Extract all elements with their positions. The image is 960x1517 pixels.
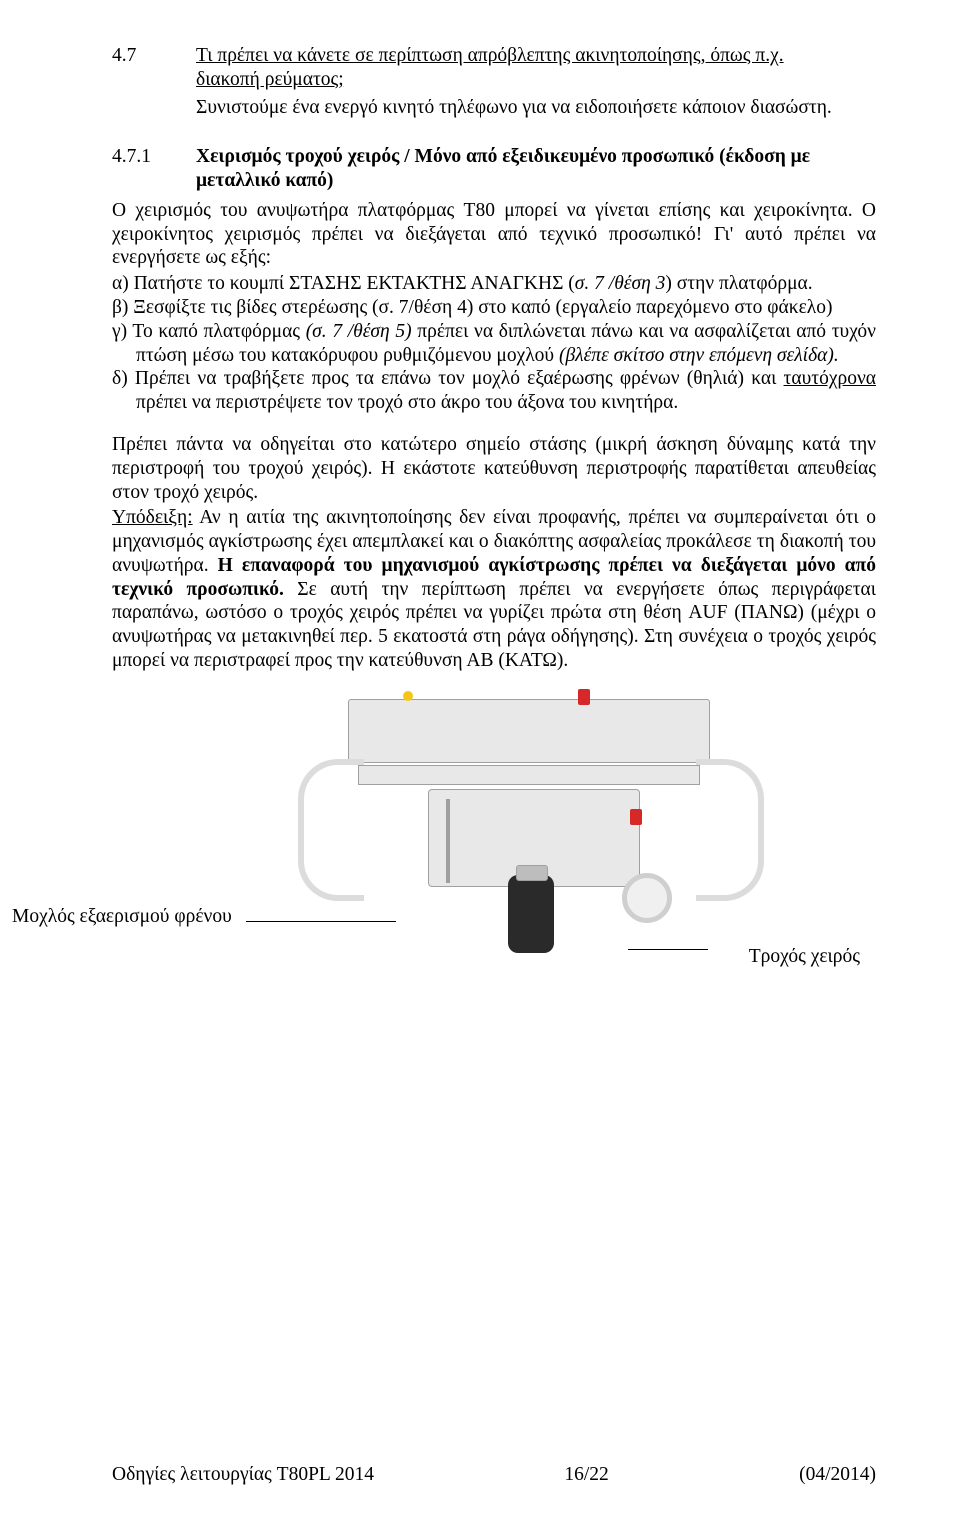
proc-item-a: α) Πατήστε το κουμπί ΣΤΑΣΗΣ ΕΚΤΑΚΤΗΣ ΑΝΑ… <box>112 272 876 296</box>
proc-a-pre: α) Πατήστε το κουμπί ΣΤΑΣΗΣ ΕΚΤΑΚΤΗΣ ΑΝΑ… <box>112 273 575 294</box>
illus-mid-bar <box>358 765 700 785</box>
illus-cylinder-cap <box>516 865 548 881</box>
proc-item-b: β) Ξεσφίξτε τις βίδες στερέωσης (σ. 7/θέ… <box>112 296 876 320</box>
subsection-header-row: 4.7.1 Χειρισμός τροχού χειρός / Μόνο από… <box>112 145 876 193</box>
section-title-line2: διακοπή ρεύματος; <box>196 68 832 92</box>
illus-top-panel <box>348 699 710 763</box>
footer-center: 16/22 <box>564 1463 608 1487</box>
section-title-line1: Τι πρέπει να κάνετε σε περίπτωση απρόβλε… <box>196 44 832 68</box>
illus-knob-red-1 <box>578 689 590 705</box>
section-header-row: 4.7 Τι πρέπει να κάνετε σε περίπτωση απρ… <box>112 44 876 119</box>
illus-knob-red-2 <box>630 809 642 825</box>
subsection: 4.7.1 Χειρισμός τροχού χειρός / Μόνο από… <box>112 145 876 988</box>
figure-label-right: Τροχός χειρός <box>749 945 860 969</box>
procedure-list: α) Πατήστε το κουμπί ΣΤΑΣΗΣ ΕΚΤΑΚΤΗΣ ΑΝΑ… <box>112 272 876 415</box>
figure-label-left: Μοχλός εξαερισμού φρένου <box>12 905 232 929</box>
proc-a-ref: σ. 7 /θέση 3 <box>575 273 666 294</box>
proc-g-ref: (σ. 7 /θέση 5) <box>306 321 412 342</box>
footer-left: Οδηγίες λειτουργίας T80PL 2014 <box>112 1463 374 1487</box>
figure-area: Μοχλός εξαερισμού φρένου <box>112 689 876 989</box>
proc-g-ref2: (βλέπε σκίτσο στην επόμενη σελίδα). <box>559 345 839 366</box>
section-title-block: Τι πρέπει να κάνετε σε περίπτωση απρόβλε… <box>196 44 832 119</box>
body-paragraph-2: Πρέπει πάντα να οδηγείται στο κατώτερο σ… <box>112 433 876 504</box>
page-footer: Οδηγίες λειτουργίας T80PL 2014 16/22 (04… <box>112 1463 876 1487</box>
proc-d-underline: ταυτόχρονα <box>784 368 876 389</box>
leader-line-right <box>628 949 708 950</box>
document-page: 4.7 Τι πρέπει να κάνετε σε περίπτωση απρ… <box>0 0 960 1517</box>
leader-line-left <box>246 921 396 922</box>
proc-item-g: γ) Το καπό πλατφόρμας (σ. 7 /θέση 5) πρέ… <box>112 320 876 368</box>
proc-item-d: δ) Πρέπει να τραβήξετε προς τα επάνω τον… <box>112 367 876 415</box>
illus-pipe-right <box>696 759 764 901</box>
proc-d-pre: δ) Πρέπει να τραβήξετε προς τα επάνω τον… <box>112 368 784 389</box>
proc-g-pre: γ) Το καπό πλατφόρμας <box>112 321 306 342</box>
proc-a-post: ) στην πλατφόρμα. <box>665 273 812 294</box>
illus-handwheel <box>622 873 672 923</box>
illus-lever <box>446 799 450 883</box>
section-number: 4.7 <box>112 44 166 119</box>
subsection-title: Χειρισμός τροχού χειρός / Μόνο από εξειδ… <box>196 145 876 193</box>
illus-cylinder <box>508 875 554 953</box>
subsection-number: 4.7.1 <box>112 145 166 193</box>
machine-illustration <box>298 689 768 979</box>
subsection-paragraph-1: Ο χειρισμός του ανυψωτήρα πλατφόρμας T80… <box>112 199 876 270</box>
section-intro: Συνιστούμε ένα ενεργό κινητό τηλέφωνο γι… <box>196 96 832 120</box>
footer-right: (04/2014) <box>799 1463 876 1487</box>
hint-label: Υπόδειξη: <box>112 507 193 528</box>
illus-knob-yellow-1 <box>403 691 413 701</box>
body-hint-block: Υπόδειξη: Αν η αιτία της ακινητοποίησης … <box>112 506 876 672</box>
proc-d-post: πρέπει να περιστρέψετε τον τροχό στο άκρ… <box>136 392 678 413</box>
illus-pipe-left <box>298 759 364 901</box>
